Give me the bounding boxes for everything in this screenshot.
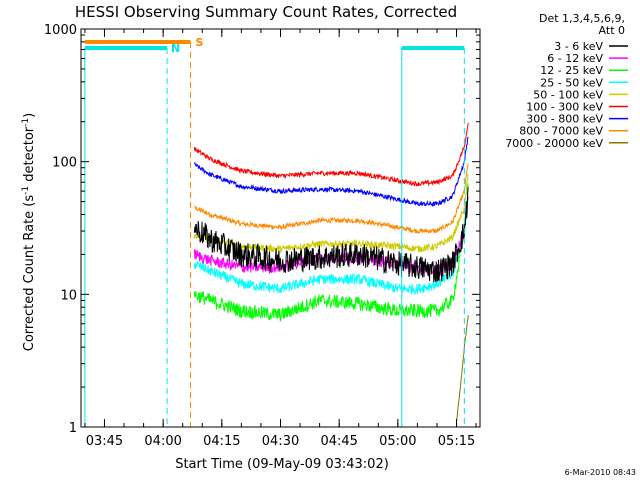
series-line-5 [193, 173, 469, 255]
x-tick-label-6: 05:00 [379, 434, 416, 449]
legend-label-9: 7000 - 20000 keV [505, 137, 603, 150]
y-tick-label-3: 100 [52, 156, 77, 171]
y-label-exponent: -1 [21, 186, 31, 195]
generation-date: 6-Mar-2010 08:43 [565, 468, 636, 477]
legend-label-5: 50 - 100 keV [533, 88, 603, 101]
legend-label-4: 25 - 50 keV [540, 76, 603, 89]
y-tick-label-1: 1 [69, 421, 77, 436]
y-tick-label-4: 1000 [44, 23, 77, 38]
y-label-exponent: -1 [21, 118, 31, 127]
series-line-3 [193, 183, 469, 322]
series-line-4 [193, 196, 469, 296]
legend-label-3: 12 - 25 keV [540, 64, 603, 77]
y-label-part: ) [22, 113, 37, 118]
legend-header-1: Det 1,3,4,5,6,9, [539, 12, 625, 25]
chart-title: HESSI Observing Summary Count Rates, Cor… [75, 3, 457, 21]
legend-header-2: Att 0 [599, 24, 625, 37]
series-line-2 [193, 196, 469, 276]
y-tick-label-2: 10 [60, 288, 77, 303]
x-tick-label-4: 04:30 [262, 434, 299, 449]
legend-label-1: 3 - 6 keV [554, 40, 603, 53]
legend-label-7: 300 - 800 keV [526, 113, 603, 126]
series-line-7 [193, 136, 469, 208]
y-label-part: detector [22, 126, 37, 186]
series-line-1 [193, 186, 469, 283]
legend-label-8: 800 - 7000 keV [519, 125, 603, 138]
x-tick-label-2: 04:00 [144, 434, 181, 449]
x-tick-label-1: 03:45 [86, 434, 123, 449]
night-flag-label: N [171, 42, 180, 55]
attenuator-flag-label: S [196, 36, 204, 49]
legend-label-6: 100 - 300 keV [526, 101, 603, 114]
x-tick-label-7: 05:15 [438, 434, 475, 449]
y-axis-label: Corrected Count Rate (s-1 detector-1) [21, 113, 37, 351]
axes: 03:45 04:00 04:15 04:30 04:45 05:00 05:15 1 10 10… [44, 23, 481, 449]
series-line-9 [456, 315, 469, 422]
x-axis-label: Start Time (09-May-09 03:43:02) [175, 457, 389, 472]
series-line-6 [193, 122, 469, 187]
y-label-part: Corrected Count Rate (s [22, 195, 37, 352]
x-tick-label-5: 04:45 [320, 434, 357, 449]
x-tick-label-3: 04:15 [203, 434, 240, 449]
series-line-8 [194, 163, 469, 234]
plot-area: SN [84, 36, 469, 427]
legend-label-2: 6 - 12 keV [547, 52, 603, 65]
